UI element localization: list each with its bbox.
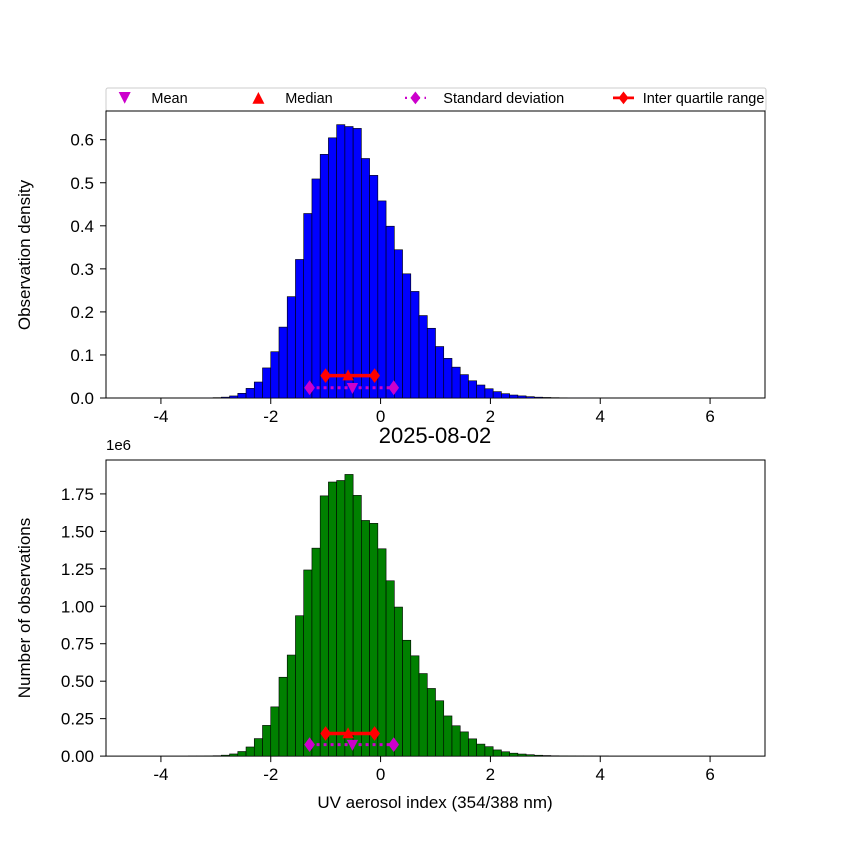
svg-text:2: 2	[486, 765, 495, 784]
svg-text:Median: Median	[285, 91, 333, 107]
svg-text:0.0: 0.0	[70, 389, 94, 408]
svg-text:1.75: 1.75	[61, 485, 94, 504]
svg-text:2025-08-02: 2025-08-02	[379, 423, 492, 448]
svg-text:0.5: 0.5	[70, 174, 94, 193]
svg-text:4: 4	[596, 765, 605, 784]
svg-text:0.2: 0.2	[70, 303, 94, 322]
svg-text:4: 4	[596, 407, 605, 426]
svg-text:6: 6	[705, 407, 714, 426]
svg-text:Standard deviation: Standard deviation	[443, 91, 564, 107]
svg-text:Mean: Mean	[151, 91, 187, 107]
svg-text:1.25: 1.25	[61, 560, 94, 579]
svg-text:-2: -2	[263, 407, 278, 426]
svg-text:6: 6	[705, 765, 714, 784]
svg-text:0.4: 0.4	[70, 217, 94, 236]
svg-text:0.25: 0.25	[61, 710, 94, 729]
svg-text:0.6: 0.6	[70, 131, 94, 150]
svg-text:-2: -2	[263, 765, 278, 784]
svg-text:Number of observations: Number of observations	[15, 518, 34, 698]
svg-text:0: 0	[376, 765, 385, 784]
svg-text:0.3: 0.3	[70, 260, 94, 279]
svg-text:0.75: 0.75	[61, 635, 94, 654]
svg-text:UV aerosol index (354/388 nm): UV aerosol index (354/388 nm)	[317, 793, 552, 812]
svg-text:1.50: 1.50	[61, 522, 94, 541]
svg-text:-4: -4	[153, 407, 168, 426]
svg-text:-4: -4	[153, 765, 168, 784]
svg-text:Inter quartile range: Inter quartile range	[643, 91, 765, 107]
svg-text:Observation density: Observation density	[15, 179, 34, 330]
svg-text:0.1: 0.1	[70, 346, 94, 365]
svg-text:1e6: 1e6	[106, 437, 131, 454]
svg-text:0.00: 0.00	[61, 747, 94, 766]
svg-text:0.50: 0.50	[61, 672, 94, 691]
svg-text:1.00: 1.00	[61, 597, 94, 616]
